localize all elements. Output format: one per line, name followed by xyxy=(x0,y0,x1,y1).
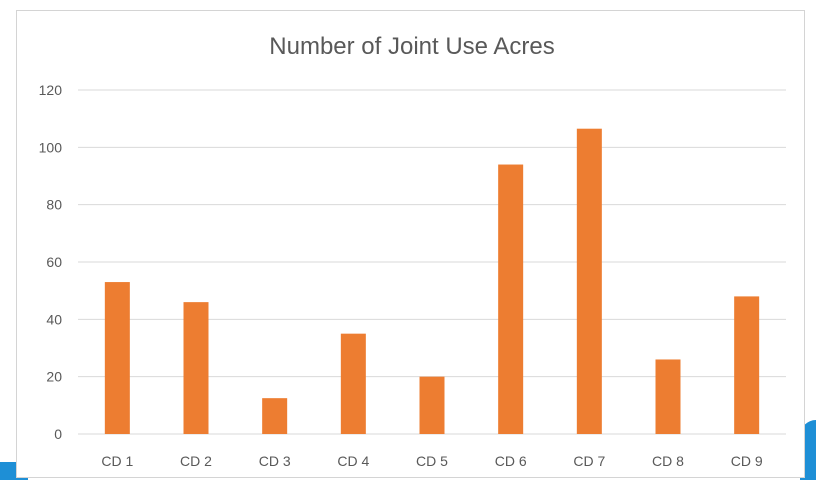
y-tick-label: 20 xyxy=(46,369,62,385)
x-tick-label: CD 4 xyxy=(337,453,369,469)
y-tick-label: 120 xyxy=(39,82,63,98)
bar xyxy=(655,359,681,434)
y-tick-label: 100 xyxy=(39,139,63,155)
x-tick-label: CD 3 xyxy=(259,453,291,469)
bar xyxy=(576,128,602,434)
x-tick-label: CD 9 xyxy=(731,453,763,469)
x-tick-label: CD 1 xyxy=(101,453,133,469)
y-tick-label: 40 xyxy=(46,311,62,327)
x-tick-label: CD 6 xyxy=(495,453,527,469)
y-tick-label: 60 xyxy=(46,254,62,270)
x-tick-label: CD 8 xyxy=(652,453,684,469)
bars xyxy=(104,128,760,435)
bar xyxy=(340,333,366,434)
y-tick-label: 0 xyxy=(54,426,62,442)
bar xyxy=(419,376,445,434)
x-tick-label: CD 5 xyxy=(416,453,448,469)
bar xyxy=(734,296,760,434)
bar xyxy=(498,164,524,435)
chart-title: Number of Joint Use Acres xyxy=(269,33,554,60)
x-tick-label: CD 2 xyxy=(180,453,212,469)
x-tick-label: CD 7 xyxy=(573,453,605,469)
y-axis-ticks: 0 20 40 60 80 100 120 xyxy=(39,82,63,442)
y-tick-label: 80 xyxy=(46,197,62,213)
bar xyxy=(104,282,130,434)
x-axis-ticks: CD 1 CD 2 CD 3 CD 4 CD 5 CD 6 CD 7 CD 8 CD 9 xyxy=(101,453,762,469)
bar xyxy=(262,398,288,434)
bar xyxy=(183,302,209,434)
